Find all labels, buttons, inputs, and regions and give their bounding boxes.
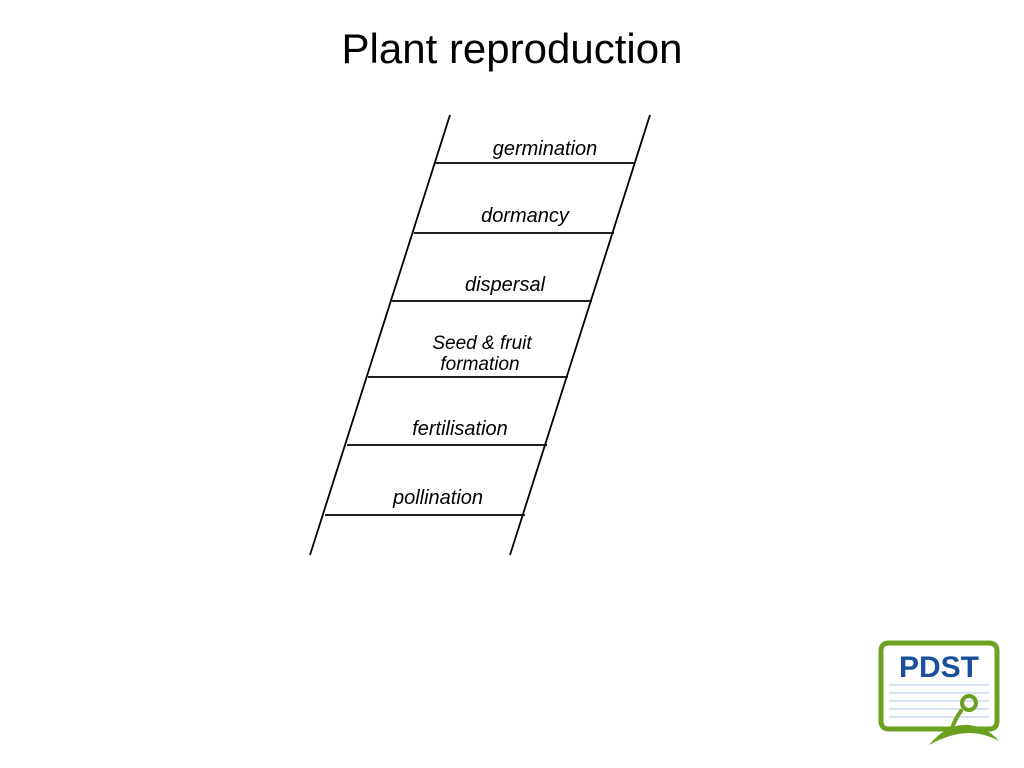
ladder-diagram: germination dormancy dispersal Seed & fr… (280, 105, 680, 565)
rung-label-seed-fruit-2: formation (440, 354, 519, 375)
pdst-logo: PDST (869, 633, 1009, 753)
rung-label-dispersal: dispersal (465, 274, 546, 296)
rung-label-fertilisation: fertilisation (412, 418, 508, 440)
rung-label-dormancy: dormancy (481, 205, 570, 227)
rung-label-pollination: pollination (392, 487, 483, 509)
page-title: Plant reproduction (0, 25, 1024, 73)
rung-label-seed-fruit-1: Seed & fruit (432, 333, 532, 354)
logo-text: PDST (899, 651, 979, 684)
rung-label-germination: germination (493, 138, 598, 160)
